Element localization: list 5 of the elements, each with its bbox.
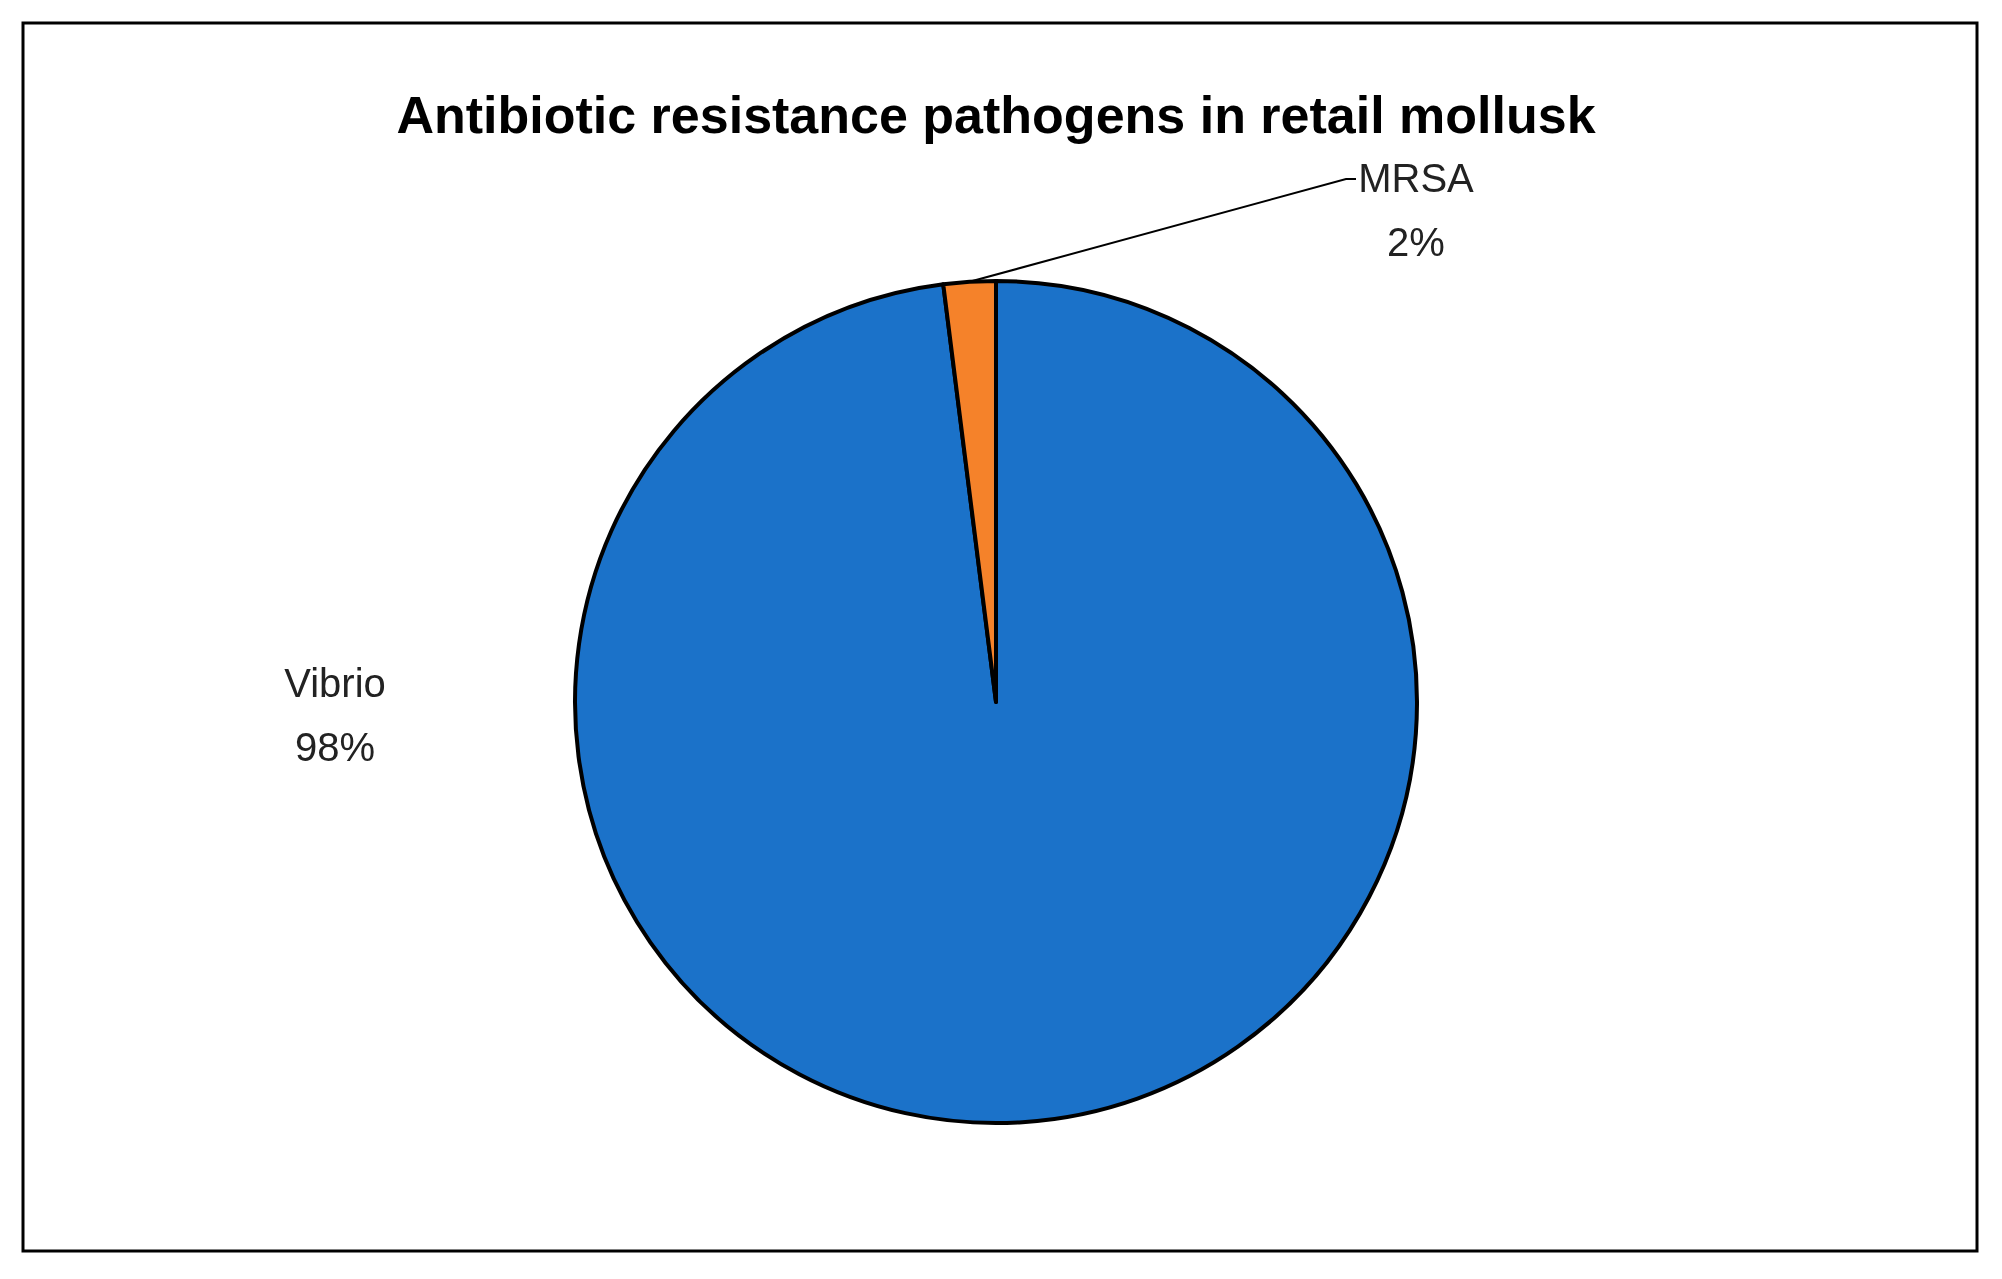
chart-title: Antibiotic resistance pathogens in retail mollusk — [396, 86, 1596, 144]
data-label: 98% — [294, 725, 376, 769]
slice-label: MRSA — [1358, 156, 1475, 200]
slice-label: Vibrio — [284, 661, 386, 705]
data-label: 2% — [1387, 220, 1445, 264]
